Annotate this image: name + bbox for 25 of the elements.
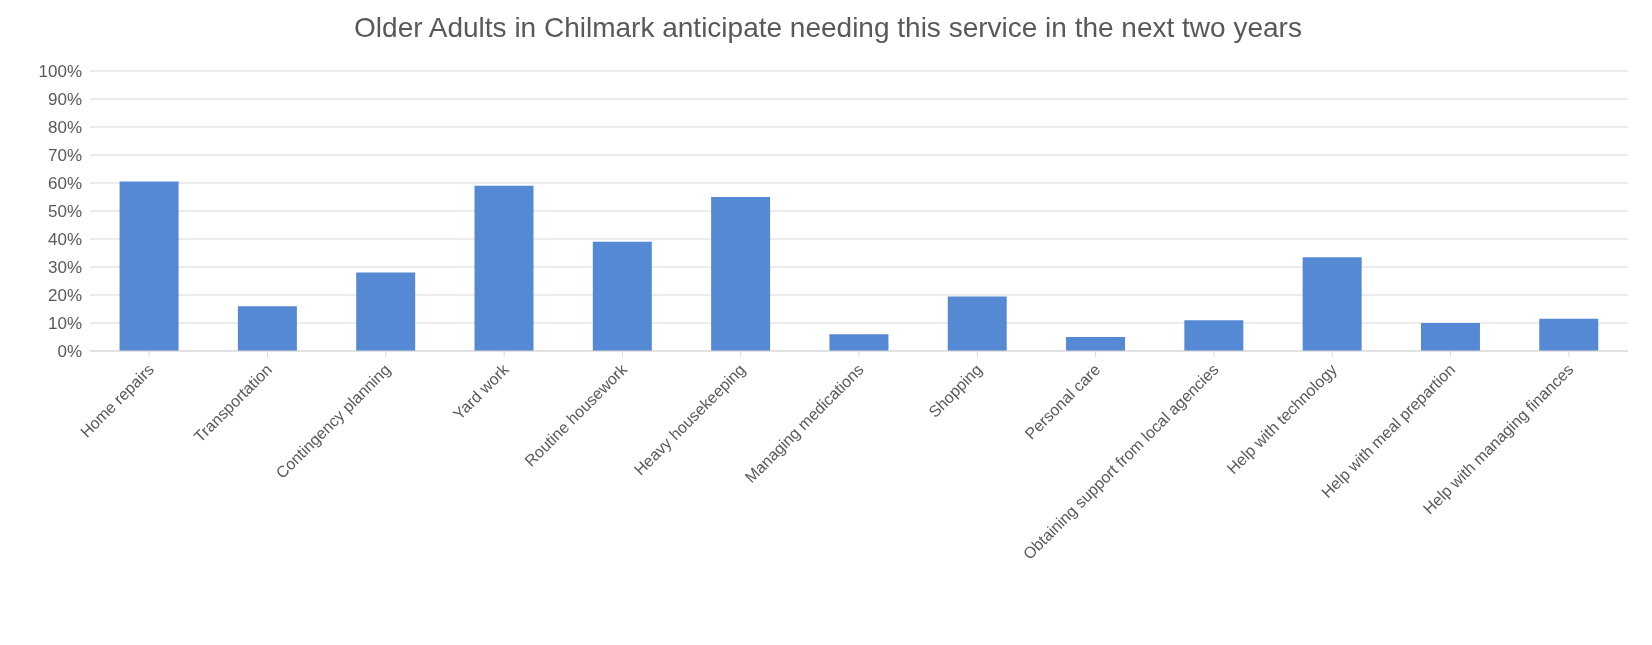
- y-tick-label: 80%: [47, 118, 82, 138]
- bar: [829, 334, 889, 351]
- y-tick-label: 10%: [47, 314, 82, 334]
- bar: [1539, 318, 1599, 351]
- bar: [1066, 337, 1126, 351]
- y-tick-label: 20%: [47, 286, 82, 306]
- bar: [356, 272, 416, 351]
- bar: [1184, 320, 1244, 351]
- bar: [1302, 257, 1362, 351]
- bar: [1420, 323, 1480, 351]
- y-tick-label: 0%: [57, 342, 82, 362]
- y-tick-label: 90%: [47, 90, 82, 110]
- bar: [711, 197, 771, 351]
- y-tick-label: 70%: [47, 146, 82, 166]
- y-tick-label: 30%: [47, 258, 82, 278]
- bar: [592, 241, 652, 351]
- bar: [237, 306, 297, 351]
- bar: [947, 296, 1007, 351]
- bar: [119, 181, 179, 351]
- y-tick-label: 50%: [47, 202, 82, 222]
- chart-title: Older Adults in Chilmark anticipate needing this service in the next two years: [353, 12, 1303, 44]
- bar: [474, 185, 534, 351]
- y-tick-label: 100%: [38, 62, 82, 82]
- y-tick-label: 60%: [47, 174, 82, 194]
- y-tick-label: 40%: [47, 230, 82, 250]
